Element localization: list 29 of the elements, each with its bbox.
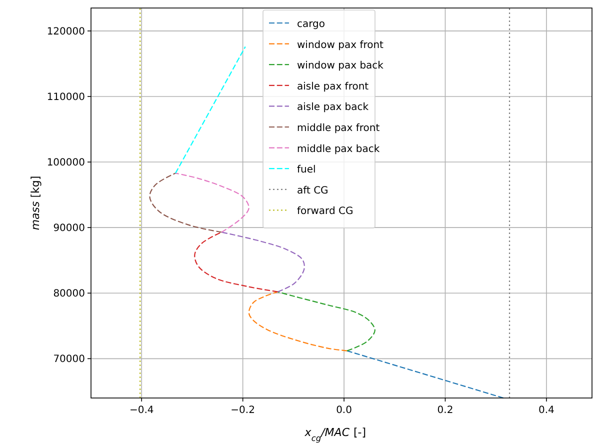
legend-label: cargo <box>297 19 326 30</box>
line-series <box>149 172 222 233</box>
line-series <box>174 172 250 233</box>
y-tick-label: 120000 <box>46 26 85 38</box>
legend-label: forward CG <box>297 206 354 218</box>
legend-label: window pax back <box>297 60 384 72</box>
line-series <box>277 291 376 352</box>
legend-label: middle pax front <box>297 123 380 134</box>
legend-label: middle pax back <box>297 144 380 155</box>
legend-label: aisle pax back <box>297 102 369 114</box>
legend-label: window pax front <box>297 40 384 51</box>
line-series <box>221 232 305 292</box>
line-series <box>248 291 348 352</box>
y-tick-label: 90000 <box>53 223 85 234</box>
y-tick-label: 100000 <box>46 158 85 169</box>
legend-label: fuel <box>297 164 316 176</box>
x-tick-label: 0.0 <box>336 405 352 416</box>
x-axis-title: x$_{cg}$/MAC [-] <box>304 426 366 443</box>
y-tick-label: 110000 <box>46 92 85 103</box>
y-tick-label: 70000 <box>53 354 85 366</box>
y-tick-label: 80000 <box>53 288 85 300</box>
x-tick-label: 0.2 <box>437 405 454 416</box>
x-tick-label: −0.2 <box>230 405 255 416</box>
y-axis-title: mass [kg] <box>29 176 42 230</box>
line-series <box>194 232 278 292</box>
legend-label: aisle pax front <box>297 81 369 92</box>
x-tick-label: −0.4 <box>129 405 154 416</box>
legend-label: aft CG <box>297 185 328 196</box>
x-tick-label: 0.4 <box>538 405 554 416</box>
